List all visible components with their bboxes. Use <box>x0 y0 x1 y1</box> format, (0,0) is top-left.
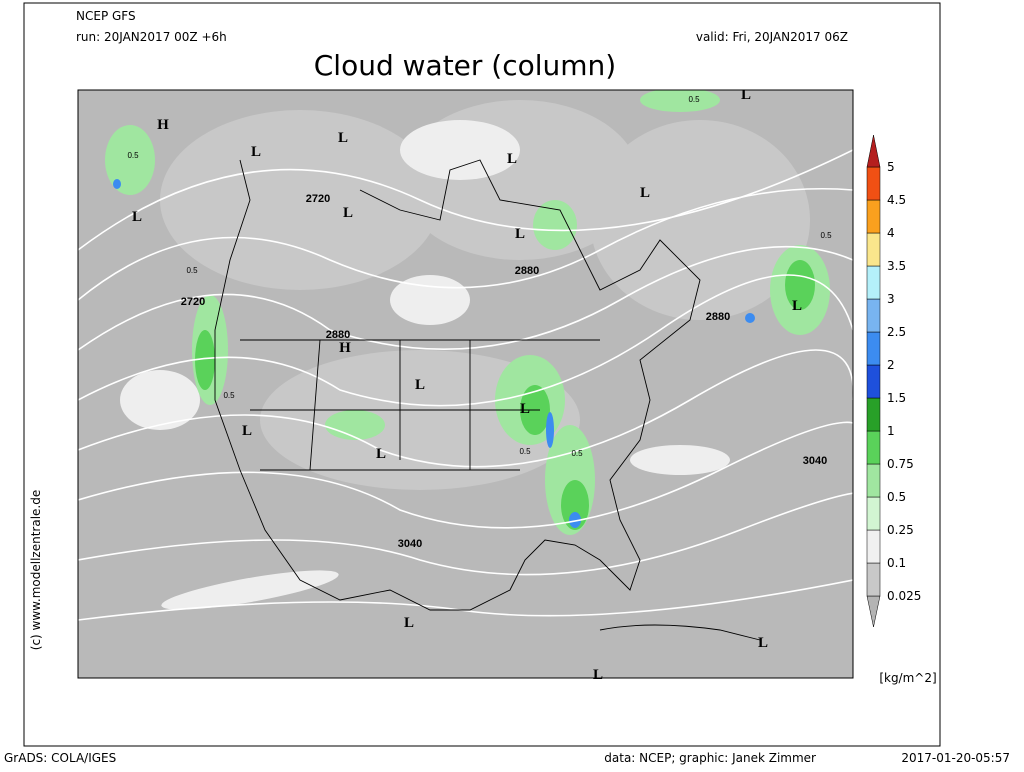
map-label: L <box>338 130 348 146</box>
height-contours <box>78 149 853 621</box>
map-label: 2880 <box>326 329 350 341</box>
map-label: L <box>415 377 425 393</box>
map-label: 0.5 <box>820 231 832 240</box>
colorbar: 0.025 0.1 0.25 0.5 0.75 1 1.5 2 2.5 3 3.5 4 4.5 5 <box>866 134 921 628</box>
map-label: 2880 <box>706 311 730 323</box>
colorbar-segment <box>866 397 881 432</box>
map-label: 0.5 <box>688 95 700 104</box>
map-label: L <box>741 87 751 103</box>
map-label: L <box>593 667 603 683</box>
colorbar-segment <box>866 364 881 399</box>
colorbar-unit: [kg/m^2] <box>879 671 936 685</box>
colorbar-label: 1 <box>887 424 895 438</box>
colorbar-label: 4.5 <box>887 193 906 207</box>
colorbar-segment <box>866 463 881 498</box>
map-title: Cloud water (column) <box>314 49 616 82</box>
map-label: L <box>507 151 517 167</box>
colorbar-label: 2.5 <box>887 325 906 339</box>
map-label: L <box>251 144 261 160</box>
colorbar-label: 5 <box>887 160 895 174</box>
colorbar-label: 0.5 <box>887 490 906 504</box>
map-label: 0.5 <box>186 266 198 275</box>
coastlines <box>214 159 761 641</box>
footer-center: data: NCEP; graphic: Janek Zimmer <box>604 751 816 765</box>
copyright: (c) www.modellzentrale.de <box>29 490 43 650</box>
colorbar-segment <box>866 265 881 300</box>
colorbar-label: 3 <box>887 292 895 306</box>
map-label: H <box>157 117 169 133</box>
map-label: L <box>343 205 353 221</box>
colorbar-label: 0.1 <box>887 556 906 570</box>
colorbar-label: 3.5 <box>887 259 906 273</box>
green-core <box>195 260 815 530</box>
footer-right: 2017-01-20-05:57 <box>901 751 1010 765</box>
map-label: 0.5 <box>571 449 583 458</box>
map-label: 0.5 <box>519 447 531 456</box>
colorbar-label: 4 <box>887 226 895 240</box>
colorbar-segment <box>866 430 881 465</box>
run-time: run: 20JAN2017 00Z +6h <box>76 30 227 44</box>
map-label: L <box>640 185 650 201</box>
map-label: L <box>515 226 525 242</box>
colorbar-segment <box>866 562 881 597</box>
colorbar-segment <box>866 232 881 267</box>
map-label: H <box>339 340 351 356</box>
colorbar-label: 2 <box>887 358 895 372</box>
map-label: 3040 <box>398 538 422 550</box>
colorbar-segment <box>866 199 881 234</box>
map-label: L <box>520 401 530 417</box>
valid-time: valid: Fri, 20JAN2017 06Z <box>696 30 848 44</box>
map-frame <box>77 89 854 679</box>
map-label: 2720 <box>181 296 205 308</box>
colorbar-label: 0.25 <box>887 523 914 537</box>
footer-left: GrADS: COLA/IGES <box>4 751 116 765</box>
colorbar-segment <box>866 331 881 366</box>
colorbar-segment <box>866 298 881 333</box>
colorbar-label: 1.5 <box>887 391 906 405</box>
map-field <box>78 90 853 678</box>
blue-core <box>113 179 755 528</box>
colorbar-segment <box>866 166 881 201</box>
map-label: 0.5 <box>127 151 139 160</box>
colorbar-segment <box>866 496 881 531</box>
colorbar-label: 0.025 <box>887 589 921 603</box>
map-label: L <box>404 615 414 631</box>
colorbar-segment <box>866 529 881 564</box>
map-label: 2880 <box>515 265 539 277</box>
map-label: L <box>792 298 802 314</box>
map-label: L <box>242 423 252 439</box>
map-label: L <box>376 446 386 462</box>
map-label: 0.5 <box>223 391 235 400</box>
colorbar-label: 0.75 <box>887 457 914 471</box>
map-label: L <box>758 635 768 651</box>
map-label: 2720 <box>306 193 330 205</box>
map-label: L <box>132 209 142 225</box>
colorbar-triangle <box>866 134 881 168</box>
map-labels: HLLL2720L2880L27202880HLLLL304030402880L… <box>127 87 832 683</box>
map-label: 3040 <box>803 455 827 467</box>
model-name: NCEP GFS <box>76 9 136 23</box>
